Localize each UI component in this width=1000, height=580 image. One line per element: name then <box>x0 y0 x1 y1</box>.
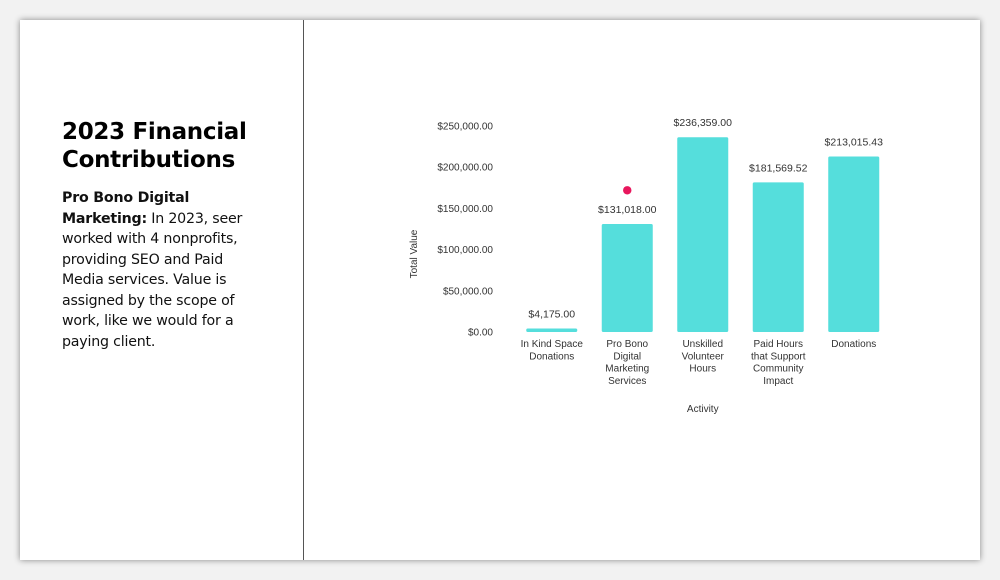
x-category-label-line: Donations <box>831 339 876 350</box>
data-label: $213,015.43 <box>825 136 884 148</box>
bar <box>752 182 804 332</box>
data-label: $181,569.52 <box>749 162 808 174</box>
x-category-label-line: Unskilled <box>682 339 723 350</box>
y-tick-label: $100,000.00 <box>437 245 493 256</box>
y-tick-label: $150,000.00 <box>437 204 493 215</box>
bar <box>828 156 880 332</box>
slide-title: 2023 Financial Contributions <box>62 119 247 173</box>
y-tick-label: $0.00 <box>468 328 493 339</box>
x-category-label: Pro Bono Digital Marketing Services <box>605 339 649 387</box>
x-axis-title: Activity <box>687 404 719 415</box>
x-category-label-line: Impact <box>763 376 793 387</box>
bar-chart: $0.00 $50,000.00 $100,000.00 $150,000.00 $20… <box>409 117 884 415</box>
data-label: $131,018.00 <box>598 204 657 216</box>
body-description: In 2023, seer worked with 4 nonprofits, … <box>62 210 243 350</box>
y-tick-label: $250,000.00 <box>437 122 493 133</box>
x-category-label: Unskilled Volunteer Hours <box>682 339 725 375</box>
x-category-label-line: Services <box>608 376 646 387</box>
x-category-label-line: Community <box>753 364 804 375</box>
x-category-label-line: Donations <box>529 351 574 362</box>
x-category-label-line: Paid Hours <box>754 339 803 350</box>
x-category-label-line: Digital <box>613 351 641 362</box>
bar <box>677 137 729 332</box>
data-label: $236,359.00 <box>674 117 733 129</box>
slide: 2023 Financial Contributions Pro Bono Di… <box>20 20 980 560</box>
x-category-label-line: that Support <box>751 351 806 362</box>
x-category-label-line: Marketing <box>605 364 649 375</box>
x-category-label-line: Hours <box>689 364 716 375</box>
body-bold-lead: Pro Bono Digital Marketing: <box>62 190 190 227</box>
x-category-label: In Kind Space Donations <box>521 339 584 362</box>
bar <box>601 224 653 332</box>
y-axis-title: Total Value <box>409 229 420 278</box>
x-category-label: Paid Hours that Support Community Impact <box>751 339 806 387</box>
highlight-marker-dot <box>623 186 632 195</box>
text-panel: 2023 Financial Contributions Pro Bono Di… <box>62 118 267 352</box>
y-tick-label: $200,000.00 <box>437 163 493 174</box>
x-category-label-line: In Kind Space <box>521 339 584 350</box>
bar <box>526 328 578 332</box>
data-label: $4,175.00 <box>528 309 575 321</box>
x-category-label-line: Volunteer <box>682 351 725 362</box>
vertical-divider <box>303 20 304 560</box>
y-tick-label: $50,000.00 <box>443 286 493 297</box>
slide-body: Pro Bono Digital Marketing: In 2023, see… <box>62 188 267 352</box>
x-category-label: Donations <box>831 339 876 350</box>
x-category-label-line: Pro Bono <box>606 339 648 350</box>
